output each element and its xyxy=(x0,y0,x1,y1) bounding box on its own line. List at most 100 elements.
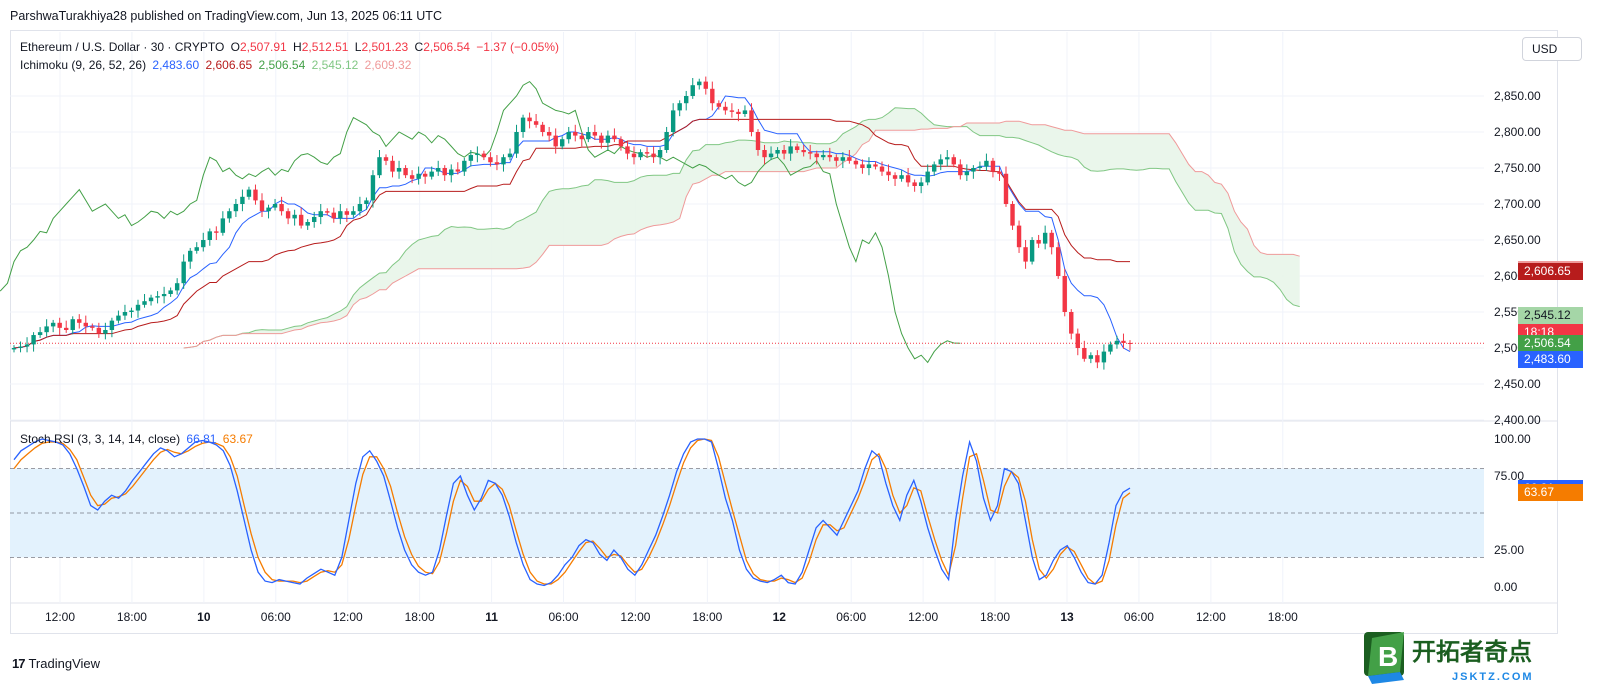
candle-body xyxy=(840,157,846,161)
candle-body xyxy=(462,160,467,172)
candle-body xyxy=(514,132,519,154)
candle-body xyxy=(925,171,930,183)
watermark-title: 开拓者奇点 xyxy=(1412,638,1532,666)
candle-body xyxy=(181,261,186,284)
candle-body xyxy=(847,157,852,161)
candle-body xyxy=(1101,351,1107,363)
candle-body xyxy=(201,240,206,248)
candle-body xyxy=(449,169,454,176)
candle-body xyxy=(1023,247,1028,262)
candle-body xyxy=(971,168,976,172)
candle-body xyxy=(109,320,115,330)
candle-body xyxy=(1049,232,1054,248)
tradingview-logo[interactable]: 17 TradingView xyxy=(12,656,100,671)
candle-body xyxy=(129,310,134,312)
symbol-legend: Ethereum / U.S. Dollar · 30 · CRYPTO O2,… xyxy=(20,40,562,54)
publish-attribution: ParshwaTurakhiya28 published on TradingV… xyxy=(10,9,442,23)
time-tick-label: 11 xyxy=(485,610,498,624)
candle-body xyxy=(984,160,989,167)
watermark-badge-letter: B xyxy=(1378,641,1398,672)
candle-body xyxy=(455,169,460,172)
price-axis-tag: 2,606.65 xyxy=(1518,262,1583,280)
candle-body xyxy=(298,214,304,226)
ichimoku-legend: Ichimoku (9, 26, 52, 26) 2,483.60 2,606.… xyxy=(20,58,414,72)
stoch-legend: Stoch RSI (3, 3, 14, 14, close) 66.81 63… xyxy=(20,432,256,446)
candle-body xyxy=(892,175,898,179)
candle-body xyxy=(364,200,369,204)
candle-body xyxy=(44,326,49,333)
candle-body xyxy=(148,297,154,302)
candle-body xyxy=(155,296,160,298)
candle-body xyxy=(253,189,258,201)
candle-body xyxy=(749,110,754,132)
candle-body xyxy=(168,290,173,294)
candle-body xyxy=(1016,225,1022,248)
lagging-span-line xyxy=(0,80,961,364)
candle-body xyxy=(501,157,506,165)
price-axis-tag: 2,483.60 xyxy=(1518,351,1583,369)
ichimoku-lines xyxy=(0,80,1484,364)
candle-body xyxy=(958,164,963,176)
candle-body xyxy=(879,166,885,172)
candle-body xyxy=(723,106,728,111)
candle-body xyxy=(481,153,487,158)
candle-body xyxy=(690,85,695,96)
candle-body xyxy=(494,162,500,165)
candle-body xyxy=(912,182,917,186)
candle-body xyxy=(579,135,584,140)
candle-body xyxy=(736,111,741,114)
candle-body xyxy=(390,160,395,172)
candle-body xyxy=(1075,333,1080,348)
open-value: 2,507.91 xyxy=(239,40,287,54)
candle-body xyxy=(945,157,950,160)
low-label: L xyxy=(354,40,362,54)
candle-body xyxy=(729,110,735,112)
ichimoku-base-value: 2,606.65 xyxy=(205,58,253,72)
candle-body xyxy=(697,81,702,86)
candle-body xyxy=(142,301,147,305)
candle-body xyxy=(821,155,826,158)
candle-body xyxy=(677,103,682,111)
candle-body xyxy=(475,153,480,156)
candle-body xyxy=(11,348,17,350)
tradingview-logo-text: TradingView xyxy=(28,656,101,671)
time-tick-label: 18:00 xyxy=(980,610,1010,624)
price-tick-label: 2,800.00 xyxy=(1494,125,1541,139)
stoch-d-line xyxy=(13,438,1131,585)
price-tick-label: 2,450.00 xyxy=(1494,377,1541,391)
candle-body xyxy=(768,153,774,158)
time-tick-label: 12:00 xyxy=(333,610,363,624)
price-tick-label: 2,400.00 xyxy=(1494,413,1541,427)
candle-body xyxy=(429,171,434,177)
candle-body xyxy=(520,117,526,132)
ichimoku-label[interactable]: Ichimoku (9, 26, 52, 26) xyxy=(20,58,147,72)
candle-body xyxy=(331,212,336,219)
candle-body xyxy=(527,117,532,122)
candle-body xyxy=(50,322,56,327)
time-tick-label: 12:00 xyxy=(620,610,650,624)
candle-body xyxy=(64,327,69,330)
candle-body xyxy=(964,171,970,176)
price-axis-tag: 2,506.54 xyxy=(1518,334,1583,352)
time-tick-label: 18:00 xyxy=(405,610,435,624)
price-axis-tag: 2,545.12 xyxy=(1518,307,1583,324)
candle-body xyxy=(853,160,859,165)
candle-body xyxy=(1036,240,1041,244)
candle-body xyxy=(886,171,891,176)
stoch-label[interactable]: Stoch RSI (3, 3, 14, 14, close) xyxy=(20,432,181,446)
candle-body xyxy=(344,211,350,215)
candle-body xyxy=(135,304,141,311)
time-tick-label: 06:00 xyxy=(261,610,291,624)
currency-button[interactable]: USD xyxy=(1522,37,1582,61)
time-tick-label: 12 xyxy=(773,610,787,624)
candle-body xyxy=(899,175,904,179)
candle-body xyxy=(422,173,428,177)
candle-body xyxy=(599,135,604,143)
candle-body xyxy=(83,322,88,327)
candle-body xyxy=(553,135,558,147)
candle-body xyxy=(1095,355,1100,363)
candle-body xyxy=(207,231,212,240)
symbol-name[interactable]: Ethereum / U.S. Dollar · 30 · CRYPTO xyxy=(20,40,225,54)
candle-body xyxy=(1108,344,1113,352)
